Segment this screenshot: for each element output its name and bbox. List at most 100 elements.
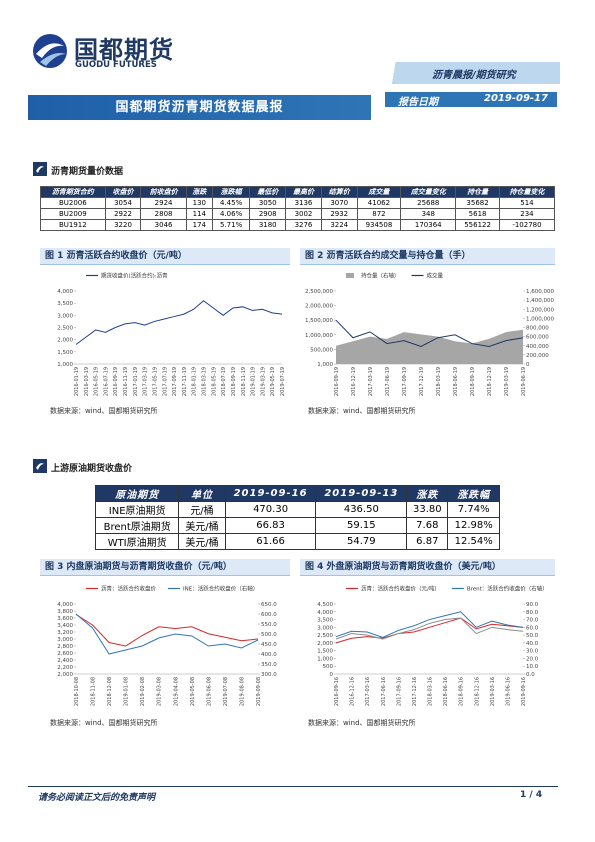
legend-label: 成交量 [427,272,444,280]
table-cell: 3054 [104,197,142,209]
y-tick-label: 1,000,000 [526,316,554,322]
line [335,319,524,348]
x-tick-label: 2017-12-19 [419,367,425,396]
table-cell: BU2009 [40,208,106,220]
line [75,614,259,647]
y-tick-label: 2,000 [57,672,73,678]
disclaimer: 请务必阅读正文后的免责声明 [38,793,156,803]
x-tick-label: 2018-07-19 [221,367,227,396]
table-cell: 934508 [356,219,402,231]
y-tick-label: 2,000 [57,338,73,344]
x-tick-label: 2018-12-16 [474,677,480,706]
table-row: INE原油期货 元/桶 470.30 436.50 33.80 7.74% [94,501,500,518]
table-cell: 59.15 [315,517,408,534]
table-cell: 2932 [320,208,358,220]
figure-caption: 图 3 内盘原油期货与沥青期货收盘价（元/吨） [40,559,290,576]
y-tick-label: 1,200,000 [526,307,554,313]
x-tick-label: 2019-08-08 [239,677,245,706]
table-cell: 美元/桶 [178,533,226,550]
y-tick-label: 500,000 [310,347,333,353]
x-tick-label: 2019-01-08 [124,677,130,706]
y-tick-label: 3,200 [57,630,73,636]
table-cell: 5.71% [211,219,251,231]
y-tick-label: 3,800 [57,609,73,615]
x-tick-label: 2018-09-19 [231,367,237,396]
table-cell: 3224 [320,219,358,231]
table-cell: 470.30 [224,501,317,518]
x-tick-label: 2017-01-19 [133,367,139,396]
table-cell: 7.74% [447,501,500,518]
x-tick-label: 2018-11-08 [91,677,97,706]
column-header: 最低价 [249,186,287,198]
table-cell: 61.66 [224,533,317,550]
table-cell: 12.54% [447,533,500,550]
table-cell: 2808 [140,208,187,220]
table-cell: INE原油期货 [94,501,180,518]
y-tick-label: 1,000 [317,656,333,662]
y-tick-label: 500.0 [261,632,277,638]
table-cell: 170364 [400,219,457,231]
figure-caption: 图 2 沥青活跃合约成交量与持仓量（手） [300,248,555,265]
table-cell: 6.87 [406,533,449,550]
x-tick-label: 2016-11-19 [123,367,129,396]
area [336,329,523,364]
crude-table: 原油期货 单位 2019-09-16 2019-09-13 涨跌 涨跌幅 INE原油期货 元/… [94,485,500,550]
futures-table: 沥青期货合约 收盘价 前收盘价 涨跌 涨跌幅 最低价 最高价 结算价 成交量 成交量变化 持仓量 持仓… [40,186,556,231]
y-tick-label: 3,000 [57,313,73,319]
logo-cn: 国都期货 [74,36,174,64]
table-cell: 3220 [104,219,142,231]
table-cell: 514 [498,197,556,209]
table-row: BU2009 2922 2808 114 4.06% 2908 3002 2932 872 348… [40,208,556,220]
figure-caption: 图 1 沥青活跃合约收盘价（元/吨） [40,248,290,265]
y-tick-label: 800,000 [526,326,549,332]
y-tick-label: 2,500,000 [305,289,333,295]
x-tick-label: 2019-06-08 [206,677,212,706]
y-tick-label: 4,000 [57,289,73,295]
table-cell: 元/桶 [178,501,226,518]
table-cell: 3136 [285,197,322,209]
y-tick-label: 2,600 [57,651,73,657]
column-header: 原油期货 [94,485,180,502]
x-tick-label: 2019-06-16 [505,677,511,706]
x-tick-label: 2018-11-19 [241,367,247,396]
x-tick-label: 2017-06-16 [381,677,387,706]
table-cell: 66.83 [224,517,317,534]
x-tick-label: 2017-03-19 [368,367,374,396]
x-tick-label: 2018-10-08 [74,677,80,706]
x-tick-label: 2019-06-19 [521,367,527,396]
y-tick-label: 1,600,000 [526,289,554,295]
line [75,300,283,345]
table-cell: 54.79 [315,533,408,550]
legend-swatch [346,273,354,278]
y-tick-label: 550.0 [261,622,277,628]
x-tick-label: 2017-03-19 [143,367,149,396]
table-cell: 7.68 [406,517,449,534]
x-tick-label: 2018-05-19 [211,367,217,396]
footer-rule [28,786,558,787]
y-tick-label: 0 [526,362,530,368]
x-tick-label: 2018-03-16 [428,677,434,706]
x-tick-label: 2017-05-19 [152,367,158,396]
section-icon [33,459,47,473]
column-header: 涨跌 [185,186,213,198]
line [335,617,524,640]
line [335,617,524,644]
y-tick-label: 500 [323,664,334,670]
x-tick-label: 2017-12-16 [412,677,418,706]
column-header: 涨跌幅 [211,186,251,198]
column-header: 沥青期货合约 [40,186,106,198]
x-tick-label: 2018-12-08 [107,677,113,706]
y-tick-label: 60.0 [526,625,539,631]
figure-caption: 图 4 外盘原油期货与沥青期货收盘价（美元/吨） [300,559,555,576]
column-header: 涨跌幅 [447,485,500,502]
table-cell: 3002 [285,208,322,220]
y-tick-label: 600.0 [261,612,277,618]
y-tick-label: 350.0 [261,662,277,668]
column-header: 收盘价 [104,186,142,198]
table-cell: 5618 [455,208,500,220]
x-tick-label: 2019-03-08 [157,677,163,706]
table-row: BU2006 3054 2924 130 4.45% 3050 3136 3070 41062 2… [40,197,556,209]
x-tick-label: 2016-12-19 [351,367,357,396]
